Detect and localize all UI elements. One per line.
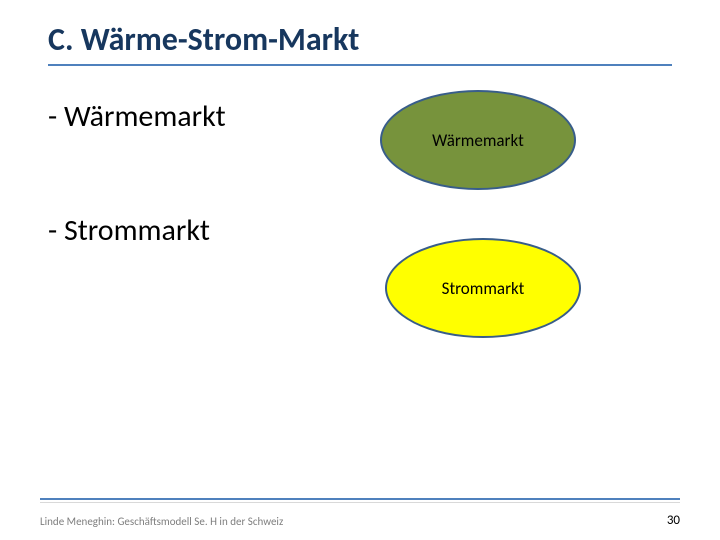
ellipse-waermemarkt: Wärmemarkt <box>380 90 576 190</box>
slide: C. Wärme-Strom-Markt - Wärmemarkt - Stro… <box>0 0 720 540</box>
footer-line-top <box>40 498 680 500</box>
ellipse-waermemarkt-label: Wärmemarkt <box>432 130 524 151</box>
title-underline <box>48 64 672 66</box>
bullet-strommarkt: - Strommarkt <box>48 212 210 249</box>
ellipse-strommarkt-label: Strommarkt <box>442 278 525 299</box>
footer-text: Linde Meneghin: Geschäftsmodell Se. H in… <box>40 515 283 528</box>
footer-line-bottom <box>40 502 680 503</box>
page-number: 30 <box>667 513 680 528</box>
slide-title: C. Wärme-Strom-Markt <box>48 20 359 59</box>
ellipse-strommarkt: Strommarkt <box>385 238 581 338</box>
bullet-waermemarkt: - Wärmemarkt <box>48 98 226 135</box>
